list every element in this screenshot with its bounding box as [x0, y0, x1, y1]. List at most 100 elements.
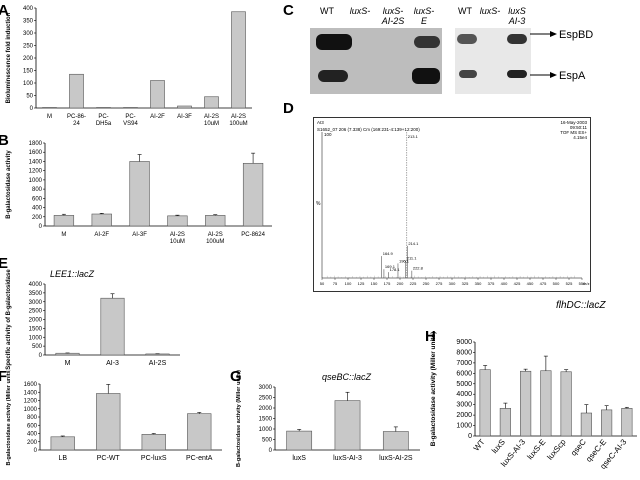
- blot-image-left: [310, 28, 442, 94]
- band-espa-luxse: [412, 68, 440, 84]
- xtick-label-g-0: luxS: [292, 455, 306, 462]
- panel-label-c: C: [283, 2, 294, 19]
- bar-b-0: [53, 215, 75, 227]
- ytick-label-h-9: 9000: [456, 339, 472, 346]
- spectrum-xtick-label-20: 550: [579, 281, 586, 286]
- spectrum-ylabel: %: [316, 201, 321, 207]
- bar-f-1: [96, 393, 121, 451]
- ytick-label-a-1: 50: [26, 94, 33, 100]
- blot-lane-luxs-e: luxS- E: [413, 6, 435, 26]
- xtick-label-f-1: PC-WT: [97, 455, 121, 462]
- bar-f-0: [50, 436, 75, 451]
- ytick-label-h-3: 3000: [456, 402, 472, 409]
- bar-e-0: [55, 352, 80, 356]
- spectrum-peak-label-7: 222.8: [413, 266, 424, 271]
- spectrum-xtick-label-0: 50: [320, 281, 325, 286]
- band-espbd-luxse: [414, 36, 440, 48]
- spectrum-header-line: S1652_07 206 (7.338) Cm (169:231-4:139+1…: [317, 127, 420, 132]
- bar-h-7: [621, 408, 633, 437]
- ytick-label-h-8: 8000: [456, 349, 472, 356]
- band-espbd-wt2: [457, 34, 477, 44]
- bar-b-5: [242, 162, 264, 227]
- ylabel-g: B-galactosidase activity (Miller units): [236, 370, 242, 467]
- xtick-label-a-4: AI-2F: [150, 114, 165, 120]
- xtick-label-h-5: qseC: [569, 437, 588, 457]
- spectrum-xtick-label-4: 150: [371, 281, 378, 286]
- spectrum-xtick-label-19: 525: [566, 281, 573, 286]
- xtick-label-b-5: PC-8624: [241, 232, 265, 238]
- blot-lane-wt-1: WT: [320, 6, 334, 16]
- ytick-label-g-6: 3000: [259, 385, 273, 391]
- ytick-label-a-2: 100: [23, 81, 34, 87]
- ytick-label-h-1: 1000: [456, 423, 472, 430]
- ytick-label-e-6: 3000: [29, 300, 43, 306]
- chart-e-lee1: 0 500 1000 1500 2000 2500 3000 3500 4000 Specific…: [6, 269, 180, 370]
- xtick-label-f-3: PC-entA: [186, 455, 213, 462]
- bar-f-2: [141, 434, 166, 451]
- bar-b-1: [91, 213, 112, 227]
- ytick-label-f-2: 400: [27, 432, 38, 438]
- bar-a-1: [69, 73, 84, 109]
- blot-lane-luxs-ai2s: luxS- AI-2S: [381, 6, 405, 26]
- spectrum-peak-label-2: 211.1: [407, 255, 417, 260]
- ytick-label-g-4: 2000: [259, 406, 273, 412]
- xtick-label-b-0: M: [61, 232, 66, 238]
- ytick-label-b-9: 1800: [29, 141, 43, 147]
- ytick-label-e-5: 2500: [29, 309, 43, 315]
- ylabel-a: Bioluminescence fold induction: [6, 12, 12, 103]
- chart-b-galactosidase: 0 200 400 600 800 1000 1200 1400 1600 1800 B-galac…: [6, 141, 272, 245]
- bar-g-0: [286, 430, 313, 451]
- chart-f-pc-strains: 0 200 400 600 800 1000 1200 1400 1600 B-galactosi…: [6, 370, 222, 465]
- spectrum-xtick-label-1: 75: [333, 281, 338, 286]
- bar-f-3: [187, 413, 212, 451]
- xtick-label-g-2: luxS-AI-2S: [379, 455, 413, 462]
- ytick-label-h-6: 6000: [456, 370, 472, 377]
- panel-label-d: D: [283, 100, 294, 117]
- spectrum-date: 16-May-2003: [560, 120, 587, 125]
- spectrum-instrument: TOF MS ES+: [560, 130, 587, 135]
- xtick-label-a-2: PC-DH5a: [96, 114, 112, 127]
- xtick-label-b-2: AI-3F: [132, 232, 147, 238]
- spectrum-xtick-label-17: 475: [540, 281, 547, 286]
- ytick-label-e-0: 0: [39, 353, 43, 359]
- spectrum-xtick-label-15: 425: [514, 281, 521, 286]
- blot-lane-wt-2: WT: [458, 6, 472, 16]
- spectrum-y100: 100: [324, 132, 332, 137]
- flhdc-label: flhDC::lacZ: [556, 300, 606, 311]
- xtick-label-a-1: PC-86-24: [67, 114, 86, 127]
- chart-a-bioluminescence: 0 50 100 150 200 250 300 350 400 Bioluminescence …: [6, 6, 252, 127]
- spectrum-xtick-label-12: 350: [475, 281, 482, 286]
- bar-h-3: [540, 370, 552, 437]
- bar-g-1: [334, 400, 361, 451]
- ytick-label-e-8: 4000: [29, 282, 43, 288]
- bar-a-0: [42, 107, 57, 109]
- xtick-label-a-0: M: [47, 114, 52, 120]
- chart-g-qsebc: 0 500 1000 1500 2000 2500 3000 B-galactosidase …: [236, 370, 420, 467]
- bar-h-6: [601, 409, 613, 437]
- xtick-label-g-1: luxS-AI-3: [333, 455, 362, 462]
- xtick-label-h-0: WT: [472, 437, 487, 452]
- ytick-label-b-3: 600: [32, 196, 43, 202]
- spectrum-xtick-label-2: 100: [345, 281, 352, 286]
- xtick-label-b-1: AI-2F: [94, 232, 109, 238]
- spectrum-peak-label-5: 169.1: [385, 264, 396, 269]
- bar-b-2: [129, 161, 150, 227]
- spectrum-time: 09:50:11: [569, 125, 587, 130]
- ytick-label-a-8: 400: [23, 6, 34, 12]
- spectrum-xtick-label-18: 500: [553, 281, 560, 286]
- ylabel-f: B-galactosidase activity (Miller units): [6, 370, 12, 465]
- bar-h-5: [580, 412, 592, 437]
- ytick-label-e-7: 3500: [29, 291, 43, 297]
- ytick-label-h-2: 2000: [456, 412, 472, 419]
- ytick-label-a-0: 0: [30, 106, 34, 112]
- panel-label-e: E: [0, 255, 9, 272]
- bar-h-1: [499, 408, 511, 437]
- bar-a-5: [177, 105, 192, 109]
- blot-arrows: EspBD EspA: [530, 29, 593, 82]
- xtick-label-h-4: luxScp: [545, 437, 568, 462]
- spectrum-peak-label-0: 213.1: [408, 134, 419, 139]
- ytick-label-b-8: 1600: [29, 150, 43, 156]
- bar-h-2: [520, 370, 532, 437]
- mass-spectrum: AI3 S1652_07 206 (7.338) Cm (169:231-4:1…: [313, 117, 591, 292]
- ytick-label-g-2: 1000: [259, 427, 273, 433]
